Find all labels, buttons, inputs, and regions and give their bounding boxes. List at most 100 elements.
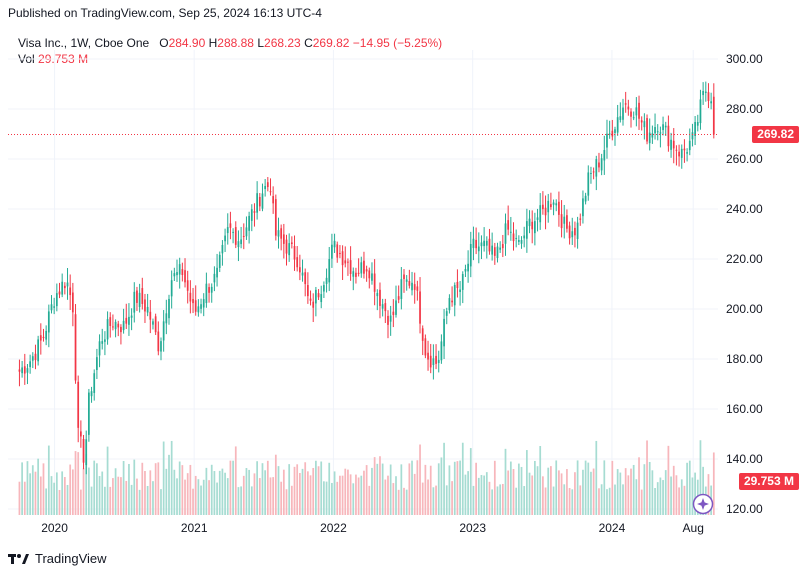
candle-body — [216, 267, 218, 278]
volume-bar — [96, 463, 98, 515]
candle-body — [296, 257, 299, 268]
volume-bar — [218, 470, 221, 515]
candle-body — [229, 223, 232, 228]
volume-bar — [544, 487, 547, 515]
volume-bar — [315, 460, 317, 515]
candle-body — [520, 240, 523, 244]
volume-bar — [688, 460, 691, 515]
x-tick-label: 2021 — [181, 521, 208, 535]
candle-body — [178, 264, 181, 275]
volume-bar — [480, 474, 483, 515]
volume-bar — [635, 479, 638, 515]
candle-body — [315, 289, 317, 304]
candle-body — [568, 225, 571, 239]
candle-body — [643, 121, 646, 128]
volume-bar — [459, 460, 461, 515]
volume-bar — [264, 470, 267, 515]
volume-bar — [42, 463, 45, 515]
candle-body — [176, 272, 178, 276]
candle-body — [197, 306, 200, 313]
candle-body — [445, 311, 448, 316]
volume-bar — [670, 476, 672, 515]
volume-bar — [571, 489, 574, 515]
candle-body — [93, 373, 96, 393]
candle-body — [55, 293, 58, 307]
candle-body — [542, 204, 544, 210]
candle-body — [192, 299, 194, 304]
candle-body — [606, 133, 608, 148]
candle-body — [469, 244, 472, 267]
volume-bar — [512, 469, 515, 515]
volume-bar — [622, 484, 624, 515]
volume-bar — [344, 468, 347, 515]
candle-body — [710, 101, 713, 104]
candle-body — [133, 291, 136, 313]
candle-body — [293, 246, 296, 260]
candle-body — [157, 331, 160, 352]
candle-body — [550, 204, 552, 208]
volume-bar — [349, 474, 352, 515]
candle-body — [504, 223, 507, 244]
candle-body — [638, 102, 640, 119]
candle-body — [507, 220, 510, 230]
candle-body — [472, 238, 475, 248]
volume-bar — [307, 471, 309, 515]
candle-body — [224, 235, 226, 242]
candle-body — [683, 148, 686, 151]
close-value: 269.82 — [312, 36, 350, 50]
volume-bar — [651, 470, 654, 515]
volume-bar — [606, 489, 608, 515]
volume-bar — [69, 464, 72, 515]
candle-body — [421, 328, 424, 341]
candle-body — [160, 341, 162, 352]
volume-bar — [154, 463, 157, 515]
volume-bar — [381, 463, 384, 515]
volume-bar — [499, 484, 502, 515]
close-label: C — [304, 36, 313, 50]
y-tick-label: 220.00 — [726, 252, 763, 266]
volume-bar — [21, 462, 23, 515]
volume-bar — [55, 472, 58, 515]
candle-body — [309, 298, 312, 301]
candle-body — [675, 149, 678, 151]
candle-body — [323, 285, 325, 292]
volume-bar — [429, 465, 432, 515]
volume-bar — [488, 481, 491, 515]
volume-bar — [61, 471, 64, 515]
volume-bar — [165, 468, 168, 515]
candle-body — [138, 292, 141, 308]
x-tick-label: 2023 — [459, 521, 486, 535]
volume-bar — [261, 463, 264, 515]
candle-body — [670, 139, 672, 150]
volume-bar — [523, 486, 526, 515]
candle-body — [461, 274, 464, 290]
candle-body — [525, 221, 528, 239]
candle-body — [477, 246, 480, 252]
candle-body — [277, 230, 280, 237]
volume-bar — [288, 464, 291, 515]
candle-body — [387, 315, 389, 325]
volume-bar — [432, 487, 435, 515]
candle-body — [427, 352, 429, 360]
candle-body — [77, 381, 80, 428]
volume-bar — [437, 463, 440, 515]
candle-body — [515, 237, 518, 239]
volume-bar — [205, 467, 208, 515]
candle-body — [384, 303, 387, 312]
volume-bar — [130, 484, 133, 515]
volume-bar — [560, 473, 563, 515]
volume-bar — [285, 489, 288, 515]
volume-bar — [31, 465, 34, 515]
candle-body — [560, 214, 563, 229]
candle-body — [664, 125, 667, 128]
candle-body — [128, 316, 130, 325]
sparkle-icon[interactable] — [692, 493, 714, 515]
candle-body — [517, 240, 520, 242]
volume-bar — [339, 475, 341, 515]
symbol-description[interactable]: Visa Inc., 1W, Cboe One — [18, 36, 150, 50]
volume-bar — [245, 468, 248, 515]
volume-bar — [408, 463, 411, 515]
volume-bar — [256, 461, 258, 515]
volume-bar — [643, 464, 646, 515]
